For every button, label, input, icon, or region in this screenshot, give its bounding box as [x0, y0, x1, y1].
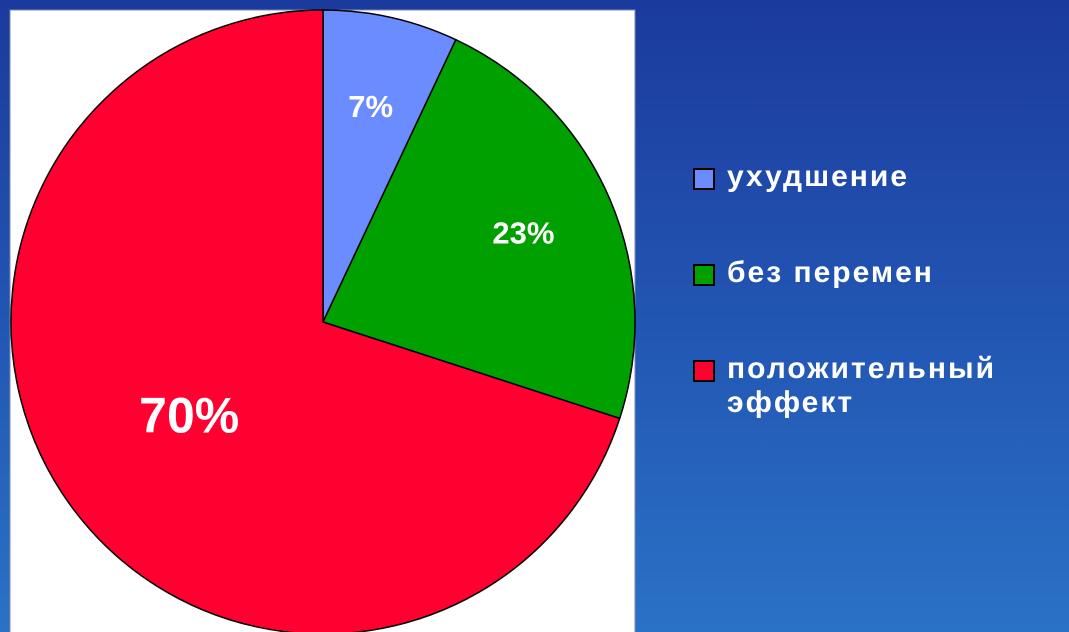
legend-swatch — [693, 264, 715, 286]
pie-slice — [10, 9, 621, 632]
legend: ухудшение без перемен положительный эффект — [693, 160, 1069, 482]
pie-slice — [322, 9, 457, 323]
legend-item: ухудшение — [693, 160, 1069, 194]
legend-label: положительный эффект — [727, 352, 997, 419]
pie-slice — [321, 38, 636, 420]
chart: 7% 23% 70% — [9, 9, 636, 632]
data-label: 23% — [492, 215, 554, 250]
legend-swatch — [693, 168, 715, 190]
legend-item: без перемен — [693, 256, 1069, 290]
legend-item: положительный эффект — [693, 352, 1069, 420]
legend-swatch — [693, 360, 715, 382]
legend-label: без перемен — [727, 256, 934, 289]
data-label: 7% — [348, 89, 393, 124]
data-label: 70% — [139, 387, 239, 443]
legend-label: ухудшение — [727, 160, 910, 193]
